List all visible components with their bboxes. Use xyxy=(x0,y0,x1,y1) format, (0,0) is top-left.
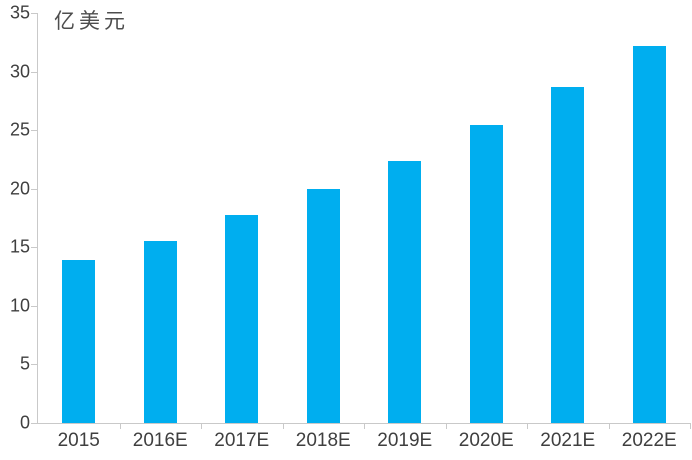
y-tick-mark xyxy=(31,305,37,307)
y-tick-label: 10 xyxy=(9,295,30,316)
y-tick-mark xyxy=(31,247,37,249)
x-tick-label: 2022E xyxy=(621,430,677,451)
bar-2021E xyxy=(551,86,585,423)
y-tick-label: 20 xyxy=(9,178,30,199)
y-tick-mark xyxy=(31,13,37,14)
bar-2018E xyxy=(306,188,340,423)
x-tick-mark xyxy=(282,423,284,429)
x-tick-label: 2017E xyxy=(214,430,270,451)
bar-2020E xyxy=(469,125,503,423)
y-axis-unit-label: 亿美元 xyxy=(54,9,129,33)
x-tick-label: 2016E xyxy=(132,430,188,451)
y-tick-label: 30 xyxy=(9,61,30,82)
x-tick-mark xyxy=(690,423,691,429)
bar-2016E xyxy=(143,241,177,423)
bar-2022E xyxy=(632,45,666,423)
y-tick-label: 0 xyxy=(19,412,30,433)
x-tick-label: 2019E xyxy=(377,430,433,451)
y-tick-label: 25 xyxy=(9,119,30,140)
x-tick-label: 2018E xyxy=(295,430,351,451)
y-tick-label: 15 xyxy=(9,236,30,257)
x-tick-mark xyxy=(119,423,121,429)
y-tick-mark xyxy=(31,364,37,366)
y-tick-mark xyxy=(31,188,37,190)
x-tick-label: 2021E xyxy=(540,430,596,451)
x-tick-label: 2015 xyxy=(57,430,100,451)
y-axis-line xyxy=(37,13,38,423)
x-tick-label: 2020E xyxy=(458,430,514,451)
y-tick-mark xyxy=(31,130,37,132)
x-tick-mark xyxy=(608,423,610,429)
x-tick-mark xyxy=(364,423,365,429)
y-tick-label: 5 xyxy=(19,353,30,374)
bar-2015 xyxy=(62,260,96,423)
y-tick-mark xyxy=(31,423,37,424)
x-tick-mark xyxy=(445,423,447,429)
x-tick-mark xyxy=(527,423,528,429)
y-tick-mark xyxy=(31,71,37,73)
bar-2017E xyxy=(225,214,259,423)
x-tick-mark xyxy=(201,423,202,429)
x-axis-line xyxy=(31,423,690,424)
bar-2019E xyxy=(388,160,422,423)
y-tick-label: 35 xyxy=(9,2,30,23)
